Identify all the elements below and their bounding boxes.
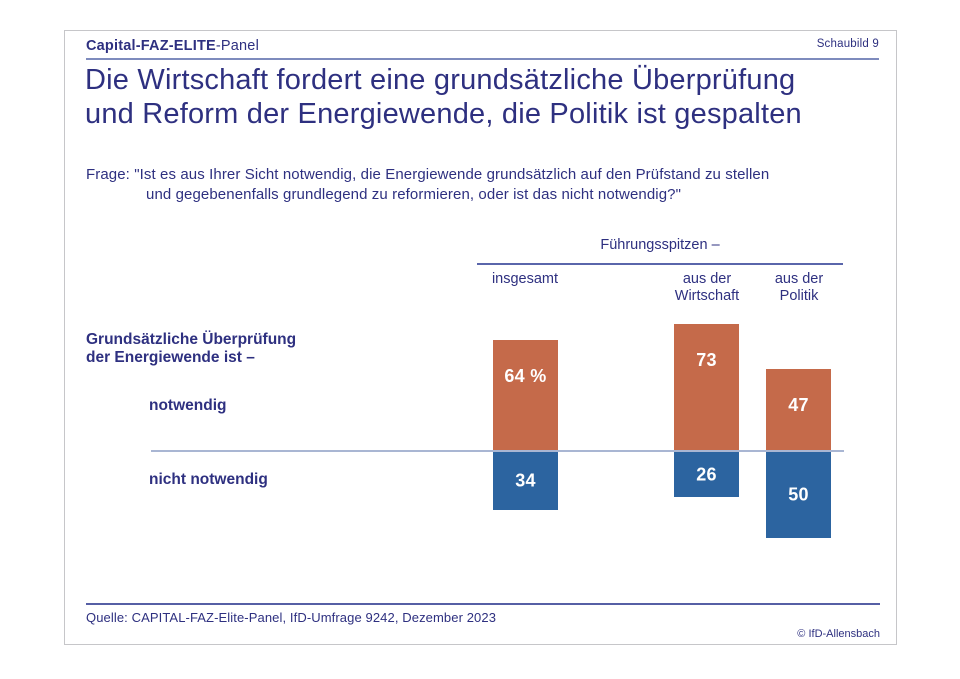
survey-question: Frage: "Ist es aus Ihrer Sicht notwendig… xyxy=(86,165,769,204)
survey-question-line2: und gegebenenfalls grundlegend zu reform… xyxy=(146,185,682,203)
bar-notwendig-insgesamt: 64 % xyxy=(493,340,558,450)
diverging-bar-chart: Führungsspitzen – insgesamt aus der Wirt… xyxy=(65,31,898,646)
bar-notwendig-politik: 47 xyxy=(766,369,831,450)
survey-question-line1: Frage: "Ist es aus Ihrer Sicht notwendig… xyxy=(86,166,770,183)
zero-baseline xyxy=(151,450,844,452)
panel-title-regular: -Panel xyxy=(215,38,259,54)
slide-title: Die Wirtschaft fordert eine grundsätzlic… xyxy=(85,63,802,131)
bar-value-label: 50 xyxy=(788,484,809,505)
slide-title-line1: Die Wirtschaft fordert eine grundsätzlic… xyxy=(85,64,796,96)
panel-title-bold: Capital-FAZ-ELITE xyxy=(86,38,216,54)
bar-value-label: 47 xyxy=(788,395,809,415)
column-label-wirtschaft: aus der Wirtschaft xyxy=(674,271,740,304)
bar-nicht-notwendig-insgesamt: 34 xyxy=(493,452,558,510)
slide-number-label: Schaubild 9 xyxy=(816,38,879,50)
bar-value-label: 64 % xyxy=(504,366,547,386)
footer-rule xyxy=(86,603,880,605)
panel-series-title: Capital-FAZ-ELITE-Panel xyxy=(86,38,259,54)
bar-value-label: 34 xyxy=(515,470,536,491)
bar-nicht-notwendig-politik: 50 xyxy=(766,452,831,538)
row-caption: Grundsätzliche Überprüfung der Energiewe… xyxy=(86,331,297,366)
bar-value-label: 73 xyxy=(696,350,717,370)
header-rule xyxy=(86,58,879,60)
column-group-header: Führungsspitzen – xyxy=(600,237,720,253)
slide-title-line2: und Reform der Energiewende, die Politik… xyxy=(85,98,802,130)
bar-notwendig-wirtschaft: 73 xyxy=(674,324,739,450)
bar-nicht-notwendig-wirtschaft: 26 xyxy=(674,452,739,497)
slide-frame: Capital-FAZ-ELITE-Panel Schaubild 9 Die … xyxy=(64,30,897,645)
series-label-notwendig: notwendig xyxy=(149,397,227,414)
column-label-insgesamt: insgesamt xyxy=(491,271,559,287)
column-group-rule xyxy=(477,263,843,265)
column-label-politik: aus der Politik xyxy=(774,271,824,304)
series-label-nicht-notwendig: nicht notwendig xyxy=(149,471,268,488)
copyright-note: © IfD-Allensbach xyxy=(797,628,880,640)
source-note: Quelle: CAPITAL-FAZ-Elite-Panel, IfD-Umf… xyxy=(86,610,497,625)
bar-value-label: 26 xyxy=(696,464,717,484)
